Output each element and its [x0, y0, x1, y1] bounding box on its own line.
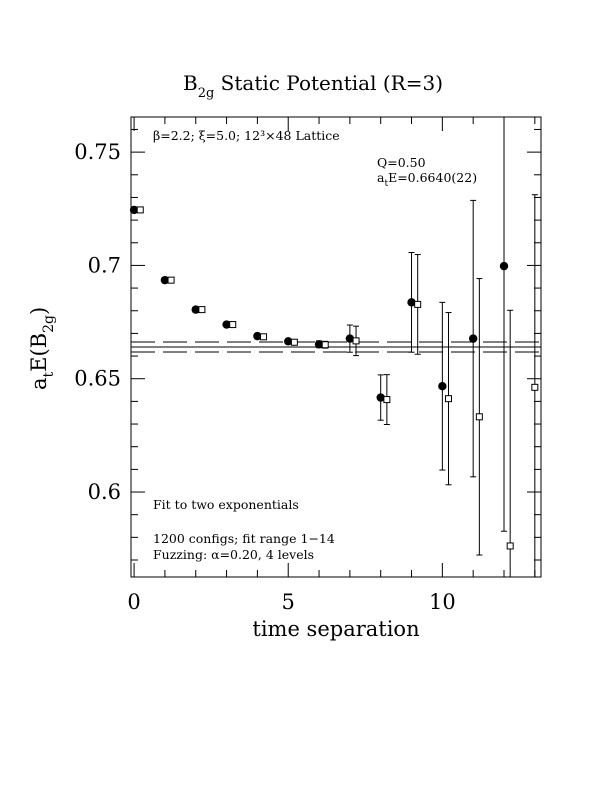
data-point-square: [414, 300, 422, 308]
data-point-square: [136, 206, 144, 214]
data-point-circle: [499, 261, 509, 271]
data-point-circle: [191, 305, 200, 314]
data-point-square: [475, 413, 483, 421]
y-axis-a-sub: t: [41, 371, 57, 377]
data-point-circle: [314, 340, 324, 349]
data-point-circle: [129, 205, 139, 215]
x-tick-label: 0: [127, 590, 140, 614]
data-point-square: [229, 321, 237, 329]
y-tick-label: 0.75: [74, 140, 121, 164]
x-axis-title: time separation: [252, 617, 419, 641]
series-open-squares: [136, 194, 539, 577]
chart-title-rest: Static Potential (R=3): [214, 71, 443, 95]
data-point-square: [321, 341, 329, 349]
ate-sub: t: [384, 179, 388, 189]
fuzzing-annotation: Fuzzing: α=0.20, 4 levels: [153, 547, 314, 562]
data-point-circle: [253, 331, 262, 341]
data-point-square: [531, 383, 539, 391]
chart-title: B2g Static Potential (R=3): [183, 71, 443, 101]
y-ticks: 0.6 0.65 0.7 0.75: [74, 128, 541, 561]
data-point-square: [167, 276, 175, 284]
configs-annotation: 1200 configs; fit range 1−14: [153, 531, 335, 546]
data-point-square: [506, 542, 514, 550]
y-axis-e: E(B: [27, 333, 51, 372]
data-point-square: [260, 333, 268, 341]
ate-rest: E=0.6640(22): [388, 170, 477, 185]
data-point-circle: [376, 393, 385, 402]
data-point-circle: [438, 382, 447, 391]
data-point-circle: [468, 334, 478, 343]
ate-prefix: a: [377, 170, 385, 185]
x-tick-label: 5: [282, 590, 295, 614]
axes: 0 5 10 0.6 0.65 0.7 0.75: [74, 116, 542, 614]
ate-annotation: atE=0.6640(22): [377, 170, 477, 189]
x-tick-label: 10: [429, 590, 456, 614]
chart-title-main: B: [183, 71, 198, 95]
data-point-circle: [407, 298, 416, 307]
data-point-circle: [284, 337, 293, 346]
x-ticks: 0 5 10: [127, 117, 536, 614]
data-point-circle: [222, 320, 231, 329]
y-axis-b-sub: 2g: [41, 315, 57, 333]
data-point-circle: [345, 334, 355, 343]
data-point-circle: [160, 275, 170, 285]
series-filled-circles: [129, 117, 509, 532]
y-tick-label: 0.65: [74, 367, 121, 391]
data-point-square: [383, 396, 391, 404]
plot-frame: [130, 116, 542, 578]
fit-method-annotation: Fit to two exponentials: [153, 497, 299, 512]
chart-title-sub: 2g: [198, 86, 215, 101]
y-tick-label: 0.6: [88, 480, 121, 504]
y-axis-title: atE(B2g): [27, 307, 57, 390]
lattice-annotation: β=2.2; ξ=5.0; 12³×48 Lattice: [153, 128, 340, 143]
data-point-square: [198, 306, 206, 314]
y-axis-a: a: [27, 377, 51, 390]
data-point-square: [445, 395, 453, 403]
data-point-square: [290, 338, 298, 346]
y-axis-close: ): [27, 307, 51, 315]
y-tick-label: 0.7: [88, 253, 121, 277]
q-annotation: Q=0.50: [377, 155, 426, 170]
data-point-square: [352, 337, 360, 345]
